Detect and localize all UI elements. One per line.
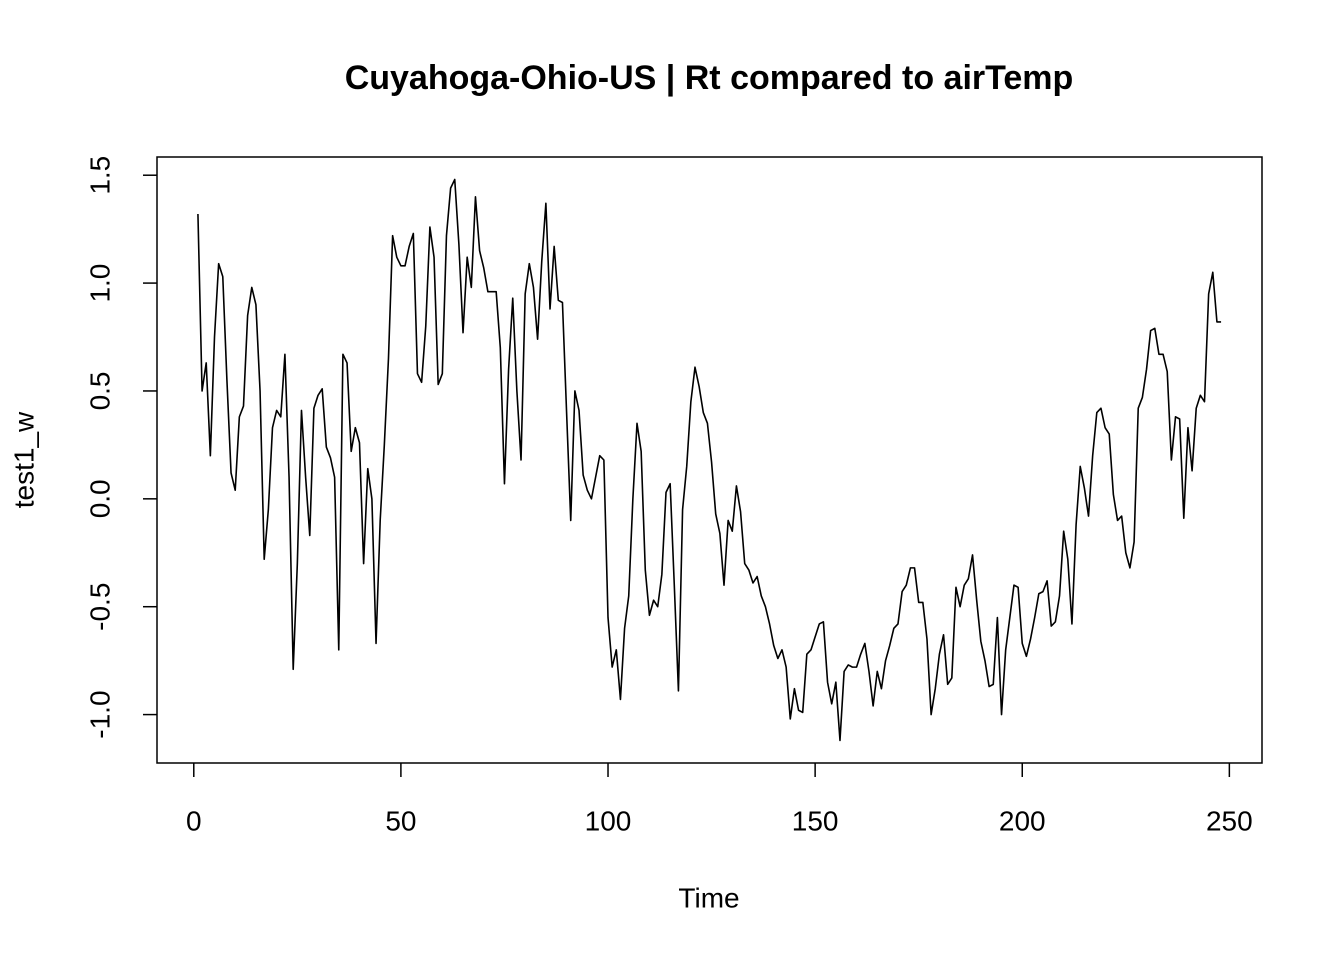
x-tick-label: 50	[385, 805, 416, 836]
series-line	[197, 178, 1222, 742]
y-tick-label: 0.5	[84, 371, 115, 410]
y-tick-label: -0.5	[84, 583, 115, 631]
x-axis-label: Time	[678, 882, 739, 913]
x-tick-label: 0	[186, 805, 202, 836]
x-tick-label: 250	[1206, 805, 1253, 836]
x-tick-label: 200	[999, 805, 1046, 836]
chart-title: Cuyahoga-Ohio-US | Rt compared to airTem…	[345, 59, 1074, 97]
y-tick-label: -1.0	[84, 690, 115, 738]
x-tick-label: 100	[585, 805, 632, 836]
y-tick-label: 1.5	[84, 156, 115, 195]
x-tick-label: 150	[792, 805, 839, 836]
y-axis-label: test1_w	[8, 411, 39, 508]
y-tick-label: 0.0	[84, 479, 115, 518]
plot-box	[156, 156, 1263, 764]
y-tick-label: 1.0	[84, 264, 115, 303]
